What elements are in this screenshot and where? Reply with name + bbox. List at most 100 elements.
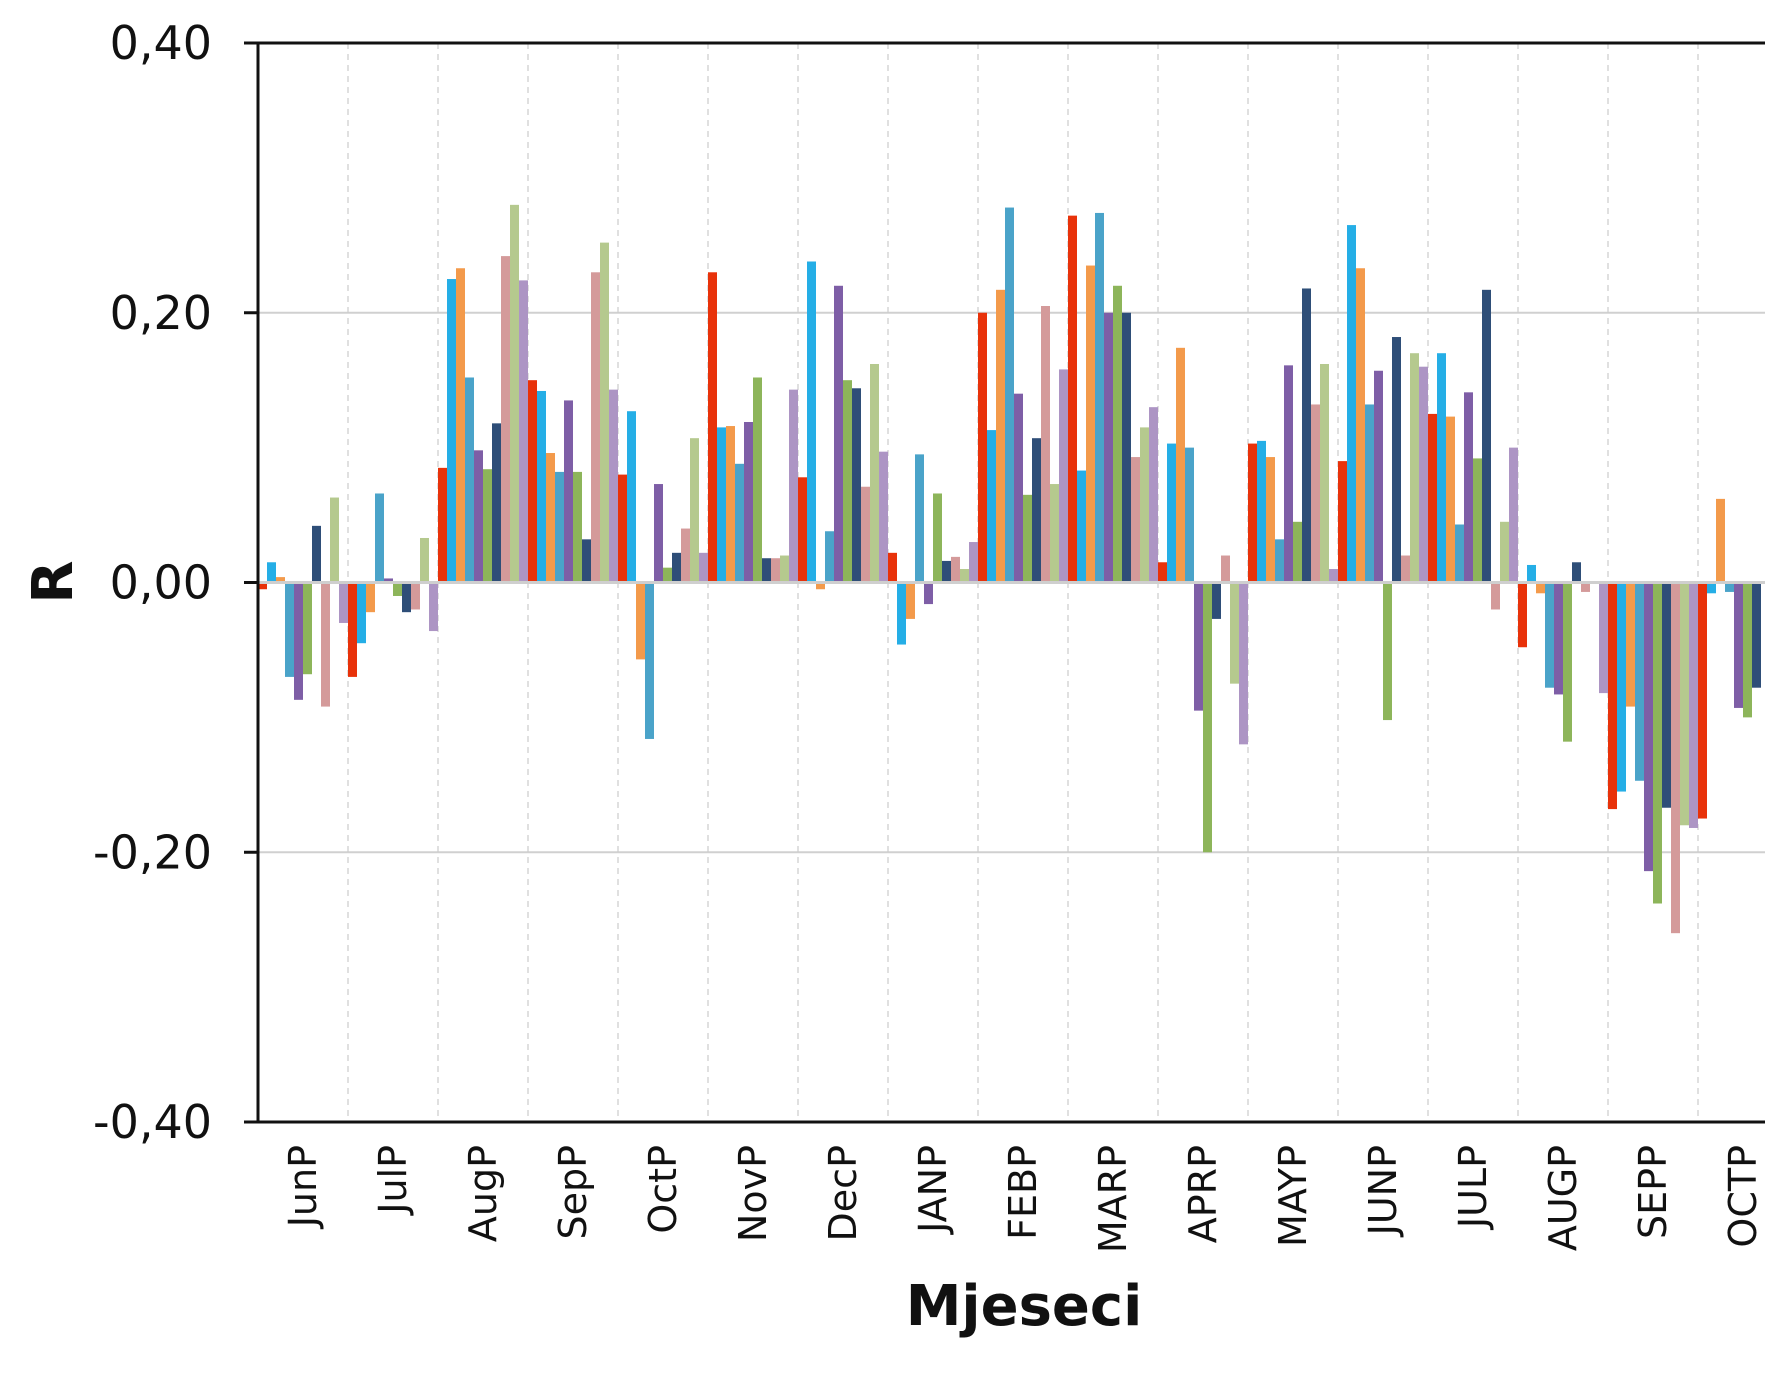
- bar: [384, 578, 393, 583]
- x-tick-label: MAYP: [1271, 1145, 1315, 1247]
- bar: [1131, 457, 1140, 583]
- bars: [258, 204, 1761, 934]
- bar: [609, 389, 618, 583]
- bar: [1104, 312, 1113, 583]
- bar: [1293, 521, 1302, 583]
- bar: [1149, 407, 1158, 583]
- bar: [1221, 555, 1230, 583]
- bar: [1617, 582, 1626, 792]
- bar: [1653, 582, 1662, 904]
- bar: [1014, 393, 1023, 583]
- bar: [1176, 347, 1185, 583]
- bar: [1581, 582, 1590, 592]
- bar: [843, 380, 852, 583]
- bar: [1239, 582, 1248, 745]
- bar: [1572, 562, 1581, 583]
- bar: [699, 552, 708, 583]
- y-tick-label: 0,40: [110, 16, 212, 70]
- x-tick-label: APRP: [1181, 1145, 1225, 1243]
- x-tick-label: JANP: [911, 1145, 955, 1235]
- x-tick-label: JunP: [281, 1145, 325, 1229]
- bar: [1212, 582, 1221, 619]
- bar: [519, 280, 528, 583]
- bar: [654, 484, 663, 583]
- bar: [1545, 582, 1554, 688]
- bar: [357, 582, 366, 644]
- x-tick-label: AugP: [461, 1145, 505, 1242]
- bar: [528, 380, 537, 583]
- bar: [591, 272, 600, 583]
- bar: [807, 261, 816, 583]
- bar: [1167, 443, 1176, 583]
- bar: [627, 411, 636, 583]
- bar: [753, 377, 762, 583]
- x-axis-title: Mjeseci: [906, 1274, 1143, 1339]
- bar: [1248, 443, 1257, 583]
- x-tick-label: DecP: [821, 1145, 865, 1241]
- bar: [501, 256, 510, 583]
- bar: [1689, 582, 1698, 828]
- bar: [861, 486, 870, 583]
- bar: [1734, 582, 1743, 708]
- bar: [1329, 569, 1338, 583]
- bar: [411, 582, 420, 610]
- bar: [582, 539, 591, 583]
- bar: [1023, 494, 1032, 583]
- y-axis-title: R: [21, 560, 86, 603]
- bar: [447, 279, 456, 583]
- bar: [1716, 498, 1725, 583]
- bar: [483, 469, 492, 583]
- bar: [1275, 539, 1284, 583]
- bar: [1068, 215, 1077, 583]
- bar: [1230, 582, 1239, 684]
- bar: [690, 438, 699, 583]
- bar: [267, 562, 276, 583]
- bar: [1356, 268, 1365, 583]
- bar: [330, 497, 339, 583]
- bar: [771, 558, 780, 583]
- bar: [717, 427, 726, 583]
- bar: [492, 423, 501, 583]
- y-tick-label: -0,40: [93, 1095, 212, 1149]
- bar: [294, 582, 303, 700]
- bar: [1752, 582, 1761, 688]
- bar: [1446, 416, 1455, 583]
- bar: [1158, 562, 1167, 583]
- bar: [564, 400, 573, 583]
- bar: [816, 582, 825, 590]
- bar: [1608, 582, 1617, 810]
- bar: [429, 582, 438, 632]
- bar: [1455, 524, 1464, 583]
- bar: [1185, 447, 1194, 583]
- bar: [1428, 413, 1437, 583]
- bar: [1338, 461, 1347, 583]
- bar: [402, 582, 411, 613]
- bar: [1077, 470, 1086, 583]
- x-tick-label: OctP: [641, 1145, 685, 1234]
- bar: [951, 556, 960, 583]
- bar: [1635, 582, 1644, 781]
- bar: [852, 388, 861, 583]
- bar: [1671, 582, 1680, 934]
- bar: [1698, 582, 1707, 819]
- x-tick-label: OCTP: [1721, 1145, 1765, 1248]
- bar: [1302, 288, 1311, 583]
- bar: [1059, 369, 1068, 583]
- bar: [726, 426, 735, 583]
- bar: [1401, 555, 1410, 583]
- bar: [906, 582, 915, 619]
- bar: [888, 552, 897, 583]
- bar: [366, 582, 375, 613]
- x-tick-label: MARP: [1091, 1145, 1135, 1253]
- bar: [1473, 458, 1482, 583]
- bar: [1491, 582, 1500, 610]
- bar: [996, 289, 1005, 583]
- bar: [1392, 337, 1401, 583]
- bar: [1050, 484, 1059, 583]
- bar: [1599, 582, 1608, 694]
- bar: [618, 474, 627, 583]
- bar: [780, 555, 789, 583]
- bar: [1500, 521, 1509, 583]
